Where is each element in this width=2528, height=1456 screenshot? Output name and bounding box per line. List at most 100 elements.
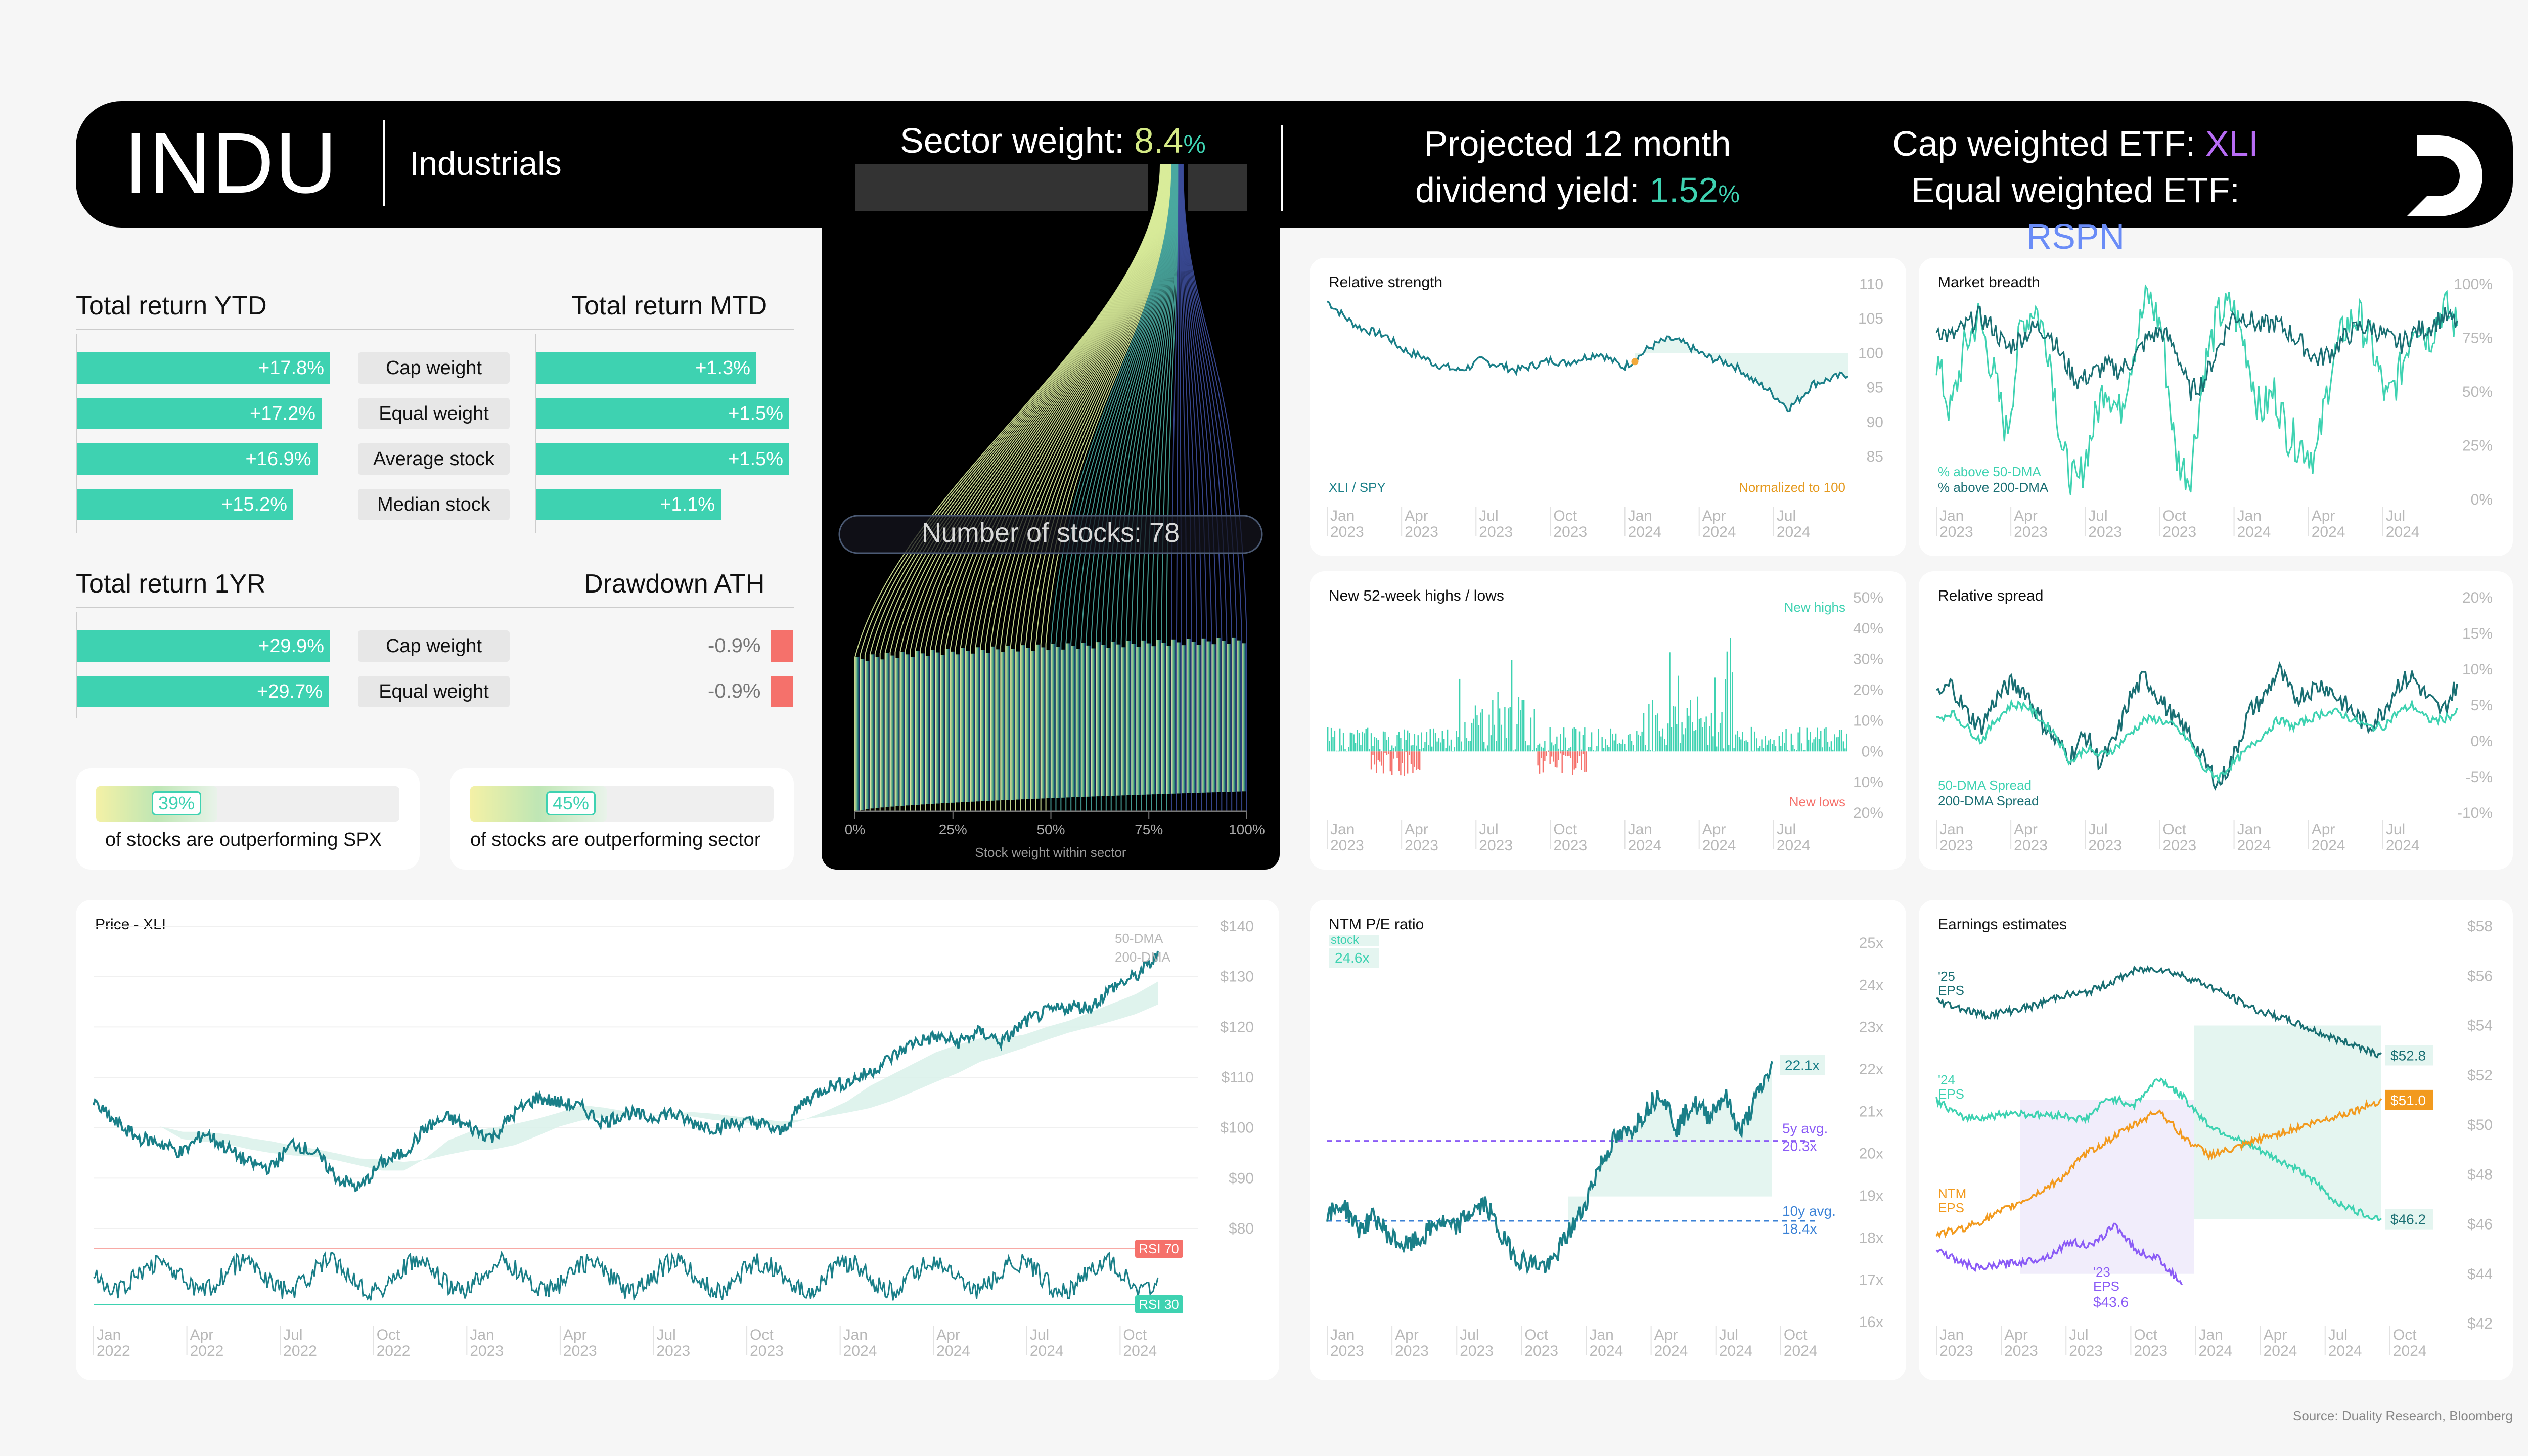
new-high-bar: [1799, 727, 1801, 752]
new-high-bar: [1386, 740, 1388, 752]
new-high-bar: [1643, 713, 1645, 752]
new-high-bar: [1645, 745, 1646, 752]
new-high-bar: [1593, 750, 1594, 752]
new-high-bar: [1737, 731, 1738, 752]
fan-bar: [1222, 641, 1227, 792]
fan-line: [1120, 164, 1177, 811]
new-high-bar: [1554, 744, 1556, 752]
hl-month-label: Oct: [1553, 821, 1577, 838]
px-year-label: 2024: [936, 1343, 970, 1359]
new-high-bar: [1695, 730, 1697, 752]
px-y-tick: $80: [1229, 1220, 1254, 1237]
pe-year-label: 2023: [1395, 1343, 1429, 1359]
new-high-bar: [1476, 715, 1478, 752]
new-high-bar: [1618, 743, 1620, 752]
earnings-chart: Earnings estimates $58 $56 $54 $52 $50 $48 $46…: [1935, 916, 2493, 1359]
px-year-label: 2023: [750, 1343, 784, 1359]
new-low-bar: [1541, 751, 1542, 758]
new-high-bar: [1513, 750, 1514, 752]
rs-month-label: Jan: [1330, 508, 1355, 524]
new-high-bar: [1796, 750, 1797, 752]
px-y-tick: $120: [1220, 1019, 1254, 1035]
price-title: Price - XLI: [95, 916, 166, 933]
spread-50dma-label: 50-DMA Spread: [1938, 778, 2032, 793]
new-high-bar: [1676, 724, 1678, 752]
new-high-bar: [1549, 727, 1551, 752]
new-low-bar: [1412, 751, 1414, 774]
new-high-bar: [1443, 739, 1445, 752]
fan-bar: [1106, 648, 1111, 796]
new-high-bar: [1471, 722, 1473, 752]
new-high-bar: [1584, 727, 1586, 752]
new-high-bar: [1636, 731, 1638, 752]
px-month-label: Jan: [470, 1327, 494, 1343]
rs-y-tick: 95: [1867, 380, 1883, 396]
new-high-bar: [1456, 731, 1457, 752]
new-high-bar: [1658, 731, 1660, 752]
rs-y-tick: 105: [1858, 310, 1883, 327]
new-high-bar: [1376, 738, 1377, 752]
fan-line: [905, 164, 1164, 811]
fan-bar: [970, 653, 975, 802]
px-year-label: 2022: [190, 1343, 224, 1359]
eps-month-label: Oct: [2393, 1327, 2417, 1343]
hl-y-tick: 10%: [1853, 774, 1883, 791]
fan-bar: [1076, 649, 1081, 797]
dd-cap-value: -0.9%: [708, 634, 761, 657]
fan-bar: [1126, 641, 1131, 795]
cap-etf-value[interactable]: XLI: [2205, 124, 2259, 163]
new-high-bar: [1504, 707, 1506, 752]
eps-shade-25: [2194, 1025, 2381, 1219]
hl-month-label: Apr: [1702, 821, 1726, 838]
new-low-bar: [1554, 751, 1556, 767]
mb-y-tick: 25%: [2462, 438, 2493, 454]
dma-band: [94, 981, 1158, 1171]
mb-year-label: 2023: [2088, 524, 2122, 540]
new-high-bar: [1416, 745, 1417, 752]
px-y-tick: $110: [1221, 1069, 1254, 1086]
fan-x-tick-label: 25%: [939, 822, 967, 837]
new-high-bar: [1685, 728, 1686, 752]
pe-y-tick: 16x: [1859, 1314, 1883, 1331]
px-month-label: Jan: [843, 1327, 868, 1343]
new-high-bar: [1374, 737, 1376, 752]
fan-bar: [1051, 644, 1056, 798]
pe-month-label: Jul: [1719, 1327, 1738, 1343]
rs-month-label: Apr: [1405, 508, 1428, 524]
new-low-bar: [1548, 751, 1549, 753]
fan-line: [869, 164, 1162, 811]
new-high-bar: [1428, 745, 1429, 752]
rsi30-badge: [1135, 1295, 1183, 1313]
eps-series-name: '24: [1938, 1072, 1955, 1087]
new-low-bar: [1542, 751, 1544, 773]
eq-etf-value[interactable]: RSPN: [2026, 217, 2125, 256]
new-high-bar: [1573, 727, 1575, 752]
mtd-title: Total return MTD: [571, 291, 768, 321]
hl-y-tick: 0%: [1862, 743, 1883, 760]
outperform-sector-value: 45%: [546, 791, 596, 815]
new-highs-label: New highs: [1784, 600, 1845, 615]
new-low-bar: [1386, 751, 1388, 755]
new-high-bar: [1346, 751, 1348, 752]
new-high-bar: [1556, 736, 1558, 752]
fan-line: [920, 164, 1165, 811]
fan-bar: [885, 653, 890, 807]
sp-month-label: Jul: [2386, 821, 2405, 838]
new-high-bar: [1842, 741, 1844, 752]
pe-stock-label: stock: [1331, 933, 1360, 947]
fan-bar: [870, 654, 875, 809]
fan-bar: [1211, 644, 1216, 793]
new-low-bar: [1393, 751, 1394, 759]
hl-year-label: 2023: [1479, 837, 1513, 854]
relative-strength-card: [1310, 258, 1906, 556]
sector-weight: Sector weight: 8.4%: [900, 120, 1206, 161]
pe-10y-value: 18.4x: [1782, 1221, 1817, 1237]
new-high-bar: [1765, 736, 1766, 752]
px-year-label: 2022: [377, 1343, 411, 1359]
rs-year-label: 2023: [1553, 524, 1587, 540]
rsi70-badge: [1135, 1240, 1183, 1258]
mb-year-label: 2023: [1939, 524, 1973, 540]
fan-line: [894, 164, 1163, 811]
px-y-tick: $130: [1220, 969, 1254, 985]
rs-month-label: Jul: [1777, 508, 1796, 524]
